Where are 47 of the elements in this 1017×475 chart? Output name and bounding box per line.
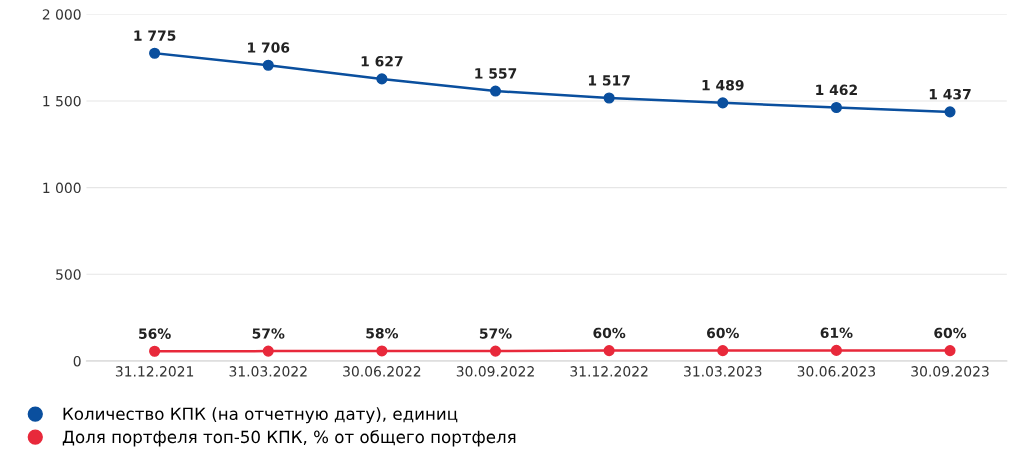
point	[262, 59, 274, 71]
point	[830, 344, 842, 356]
point	[830, 101, 842, 114]
legend-label: Доля портфеля топ-50 КПК, % от общего портфеля	[62, 430, 516, 447]
point	[489, 345, 502, 357]
data-label: 57%	[252, 328, 285, 339]
data-label: 1 437	[929, 88, 971, 100]
data-label: 1 627	[361, 56, 403, 67]
point	[603, 92, 615, 104]
x-tick-label: 31.03.2023	[684, 366, 762, 377]
y-tick-label: 0	[73, 355, 81, 367]
point	[262, 345, 274, 357]
data-label: 56%	[139, 328, 171, 339]
point	[489, 85, 502, 97]
point	[717, 345, 729, 357]
x-tick-label: 31.03.2022	[229, 366, 307, 377]
data-label: 1 706	[248, 42, 290, 53]
x-tick-label: 31.12.2021	[115, 366, 194, 377]
data-label: 61%	[820, 327, 853, 339]
y-tick-label: 500	[56, 269, 81, 280]
point	[149, 345, 161, 357]
data-label: 1 775	[134, 30, 176, 41]
data-label: 60%	[593, 327, 626, 339]
y-tick-label: 1 500	[43, 95, 81, 107]
data-label: 58%	[366, 328, 399, 339]
x-tick-label: 30.09.2023	[911, 366, 989, 377]
data-label: 60%	[707, 327, 739, 339]
data-label: 60%	[934, 327, 967, 339]
data-label: 57%	[479, 328, 512, 339]
legend-label: Количество КПК (на отчетную дату), единиц	[63, 407, 458, 424]
x-tick-label: 30.06.2022	[343, 366, 421, 377]
y-tick-label: 2 000	[42, 9, 81, 20]
point	[376, 345, 388, 357]
point	[149, 47, 161, 59]
point	[603, 345, 615, 357]
data-label: 1 517	[588, 75, 630, 86]
data-label: 1 557	[475, 68, 517, 79]
x-tick-label: 31.12.2022	[570, 366, 648, 377]
point	[944, 106, 956, 118]
x-tick-label: 30.09.2022	[456, 366, 534, 377]
x-tick-label: 30.06.2023	[797, 366, 876, 377]
point	[376, 73, 388, 85]
data-label: 1 462	[816, 84, 857, 96]
point	[944, 345, 956, 357]
data-label: 1 489	[702, 79, 744, 91]
point	[717, 97, 729, 109]
y-tick-label: 1 000	[43, 182, 81, 194]
